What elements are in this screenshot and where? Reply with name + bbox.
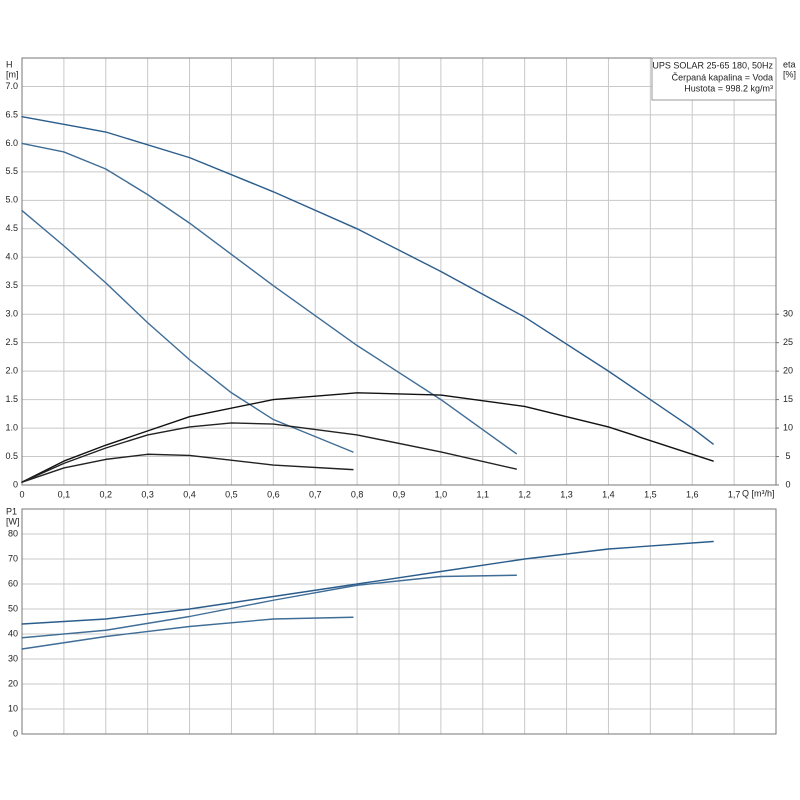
y-tick-label: 6.5 <box>5 109 18 119</box>
x-tick-label: 1,3 <box>560 489 573 499</box>
y-tick-label: 30 <box>8 653 18 663</box>
y-axis-unit: [W] <box>6 516 20 526</box>
x-tick-label: 1,4 <box>602 489 615 499</box>
y-tick-label: 1.0 <box>5 422 18 432</box>
y-tick-label: 5.5 <box>5 166 18 176</box>
y-tick-label: 3.5 <box>5 280 18 290</box>
y-tick-label: 6.0 <box>5 138 18 148</box>
y-axis-label: H <box>6 59 13 69</box>
x-tick-label: 0,8 <box>351 489 364 499</box>
curve <box>21 142 517 455</box>
y-tick-label: 5.0 <box>5 195 18 205</box>
x-tick-label: 0,4 <box>183 489 196 499</box>
x-tick-label: 0,6 <box>267 489 280 499</box>
y-tick-label: 50 <box>8 603 18 613</box>
y2-tick-label: 15 <box>783 394 793 404</box>
curve <box>21 453 354 483</box>
x-tick-label: 1,6 <box>686 489 699 499</box>
y-tick-label: 80 <box>8 528 18 538</box>
plot-frame <box>21 508 777 735</box>
y-axis-label: P1 <box>6 506 17 516</box>
annotation: Čerpaná kapalina = Voda <box>672 72 773 82</box>
curve <box>21 209 354 453</box>
y-tick-label: 10 <box>8 703 18 713</box>
x-tick-label: 1,7 <box>728 489 741 499</box>
y-axis-unit: [m] <box>6 69 19 79</box>
y-tick-label: 70 <box>8 553 18 563</box>
y-tick-label: 1.5 <box>5 394 18 404</box>
x-tick-label: 0,5 <box>225 489 238 499</box>
x-tick-label: 1,5 <box>644 489 657 499</box>
curve <box>21 540 714 625</box>
x-tick-label: 0,9 <box>393 489 406 499</box>
curve <box>21 422 517 483</box>
annotation: UPS SOLAR 25-65 180, 50Hz <box>652 60 773 70</box>
plot-frame <box>21 57 777 486</box>
y-tick-label: 2.0 <box>5 366 18 376</box>
y2-tick-label: 10 <box>783 422 793 432</box>
x-tick-label: 0 <box>19 489 24 499</box>
annotation: Hustota = 998.2 kg/m³ <box>684 83 773 93</box>
curve <box>21 574 517 639</box>
y2-axis-label: eta <box>783 59 796 69</box>
y2-tick-label: 0 <box>785 479 790 489</box>
y-tick-label: 60 <box>8 578 18 588</box>
y2-tick-label: 25 <box>783 337 793 347</box>
y-tick-label: 7.0 <box>5 81 18 91</box>
x-axis-label: Q [m³/h] <box>742 488 775 498</box>
x-tick-label: 1,1 <box>477 489 490 499</box>
y-tick-label: 40 <box>8 628 18 638</box>
y-tick-label: 0 <box>13 479 18 489</box>
y-tick-label: 0 <box>13 728 18 738</box>
info-box <box>651 57 777 101</box>
curve <box>21 115 714 445</box>
curve <box>21 616 354 650</box>
x-tick-label: 1,2 <box>518 489 531 499</box>
y2-axis-unit: [%] <box>783 69 796 79</box>
y-tick-label: 4.0 <box>5 252 18 262</box>
y-tick-label: 20 <box>8 678 18 688</box>
y-tick-label: 2.5 <box>5 337 18 347</box>
y2-tick-label: 30 <box>783 309 793 319</box>
x-tick-label: 1,0 <box>435 489 448 499</box>
curve <box>21 392 714 483</box>
y-tick-label: 0.5 <box>5 451 18 461</box>
y-tick-label: 3.0 <box>5 309 18 319</box>
y2-tick-label: 5 <box>785 451 790 461</box>
x-tick-label: 0,7 <box>309 489 322 499</box>
y2-tick-label: 20 <box>783 366 793 376</box>
x-tick-label: 0,1 <box>58 489 71 499</box>
x-tick-label: 0,2 <box>100 489 113 499</box>
x-tick-label: 0,3 <box>141 489 154 499</box>
y-tick-label: 4.5 <box>5 223 18 233</box>
